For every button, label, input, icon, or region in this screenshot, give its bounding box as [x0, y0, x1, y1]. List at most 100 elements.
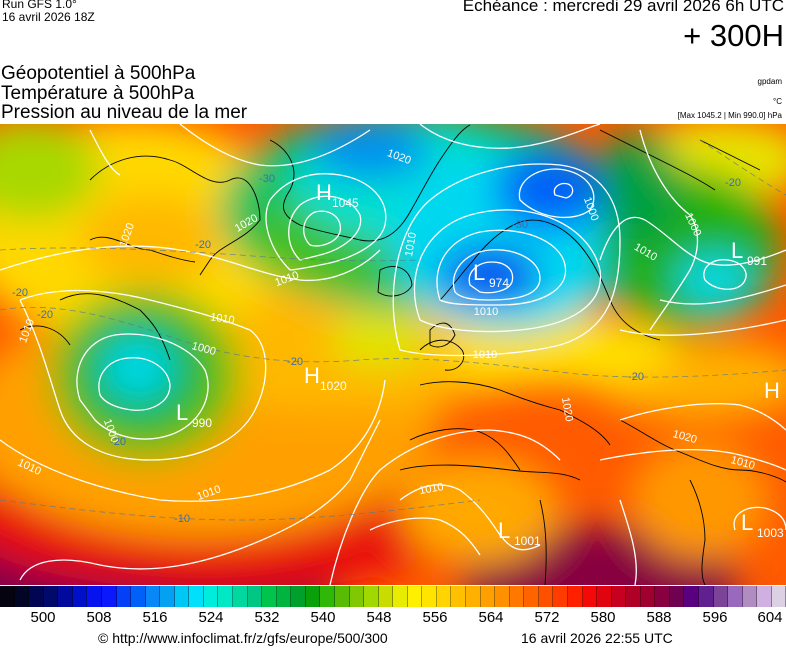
svg-text:1003: 1003	[757, 526, 784, 540]
colorbar-tick: 572	[534, 609, 560, 626]
isobar-label: 1010	[418, 481, 444, 497]
colorbar-swatch	[145, 586, 161, 607]
colorbar-swatch	[0, 586, 15, 607]
colorbar-swatch	[422, 586, 437, 607]
svg-text:L: L	[473, 260, 485, 285]
run-title: Run GFS 1.0°	[2, 0, 77, 11]
svg-text:H: H	[304, 363, 320, 388]
svg-text:1020: 1020	[320, 379, 347, 393]
copyright-link[interactable]: © http://www.infoclimat.fr/z/gfs/europe/…	[98, 630, 388, 646]
colorbar-swatch	[276, 586, 292, 607]
map-canvas: 1020101010101000101010101000101010101000…	[0, 124, 786, 585]
generated-timestamp: 16 avril 2026 22:55 UTC	[521, 630, 673, 646]
colorbar-tick: 556	[422, 609, 448, 626]
colorbar-tick: 580	[590, 609, 616, 626]
colorbar-swatch	[87, 586, 102, 607]
high-pressure-center: H	[764, 378, 780, 403]
low-pressure-center: L 1003	[741, 510, 784, 540]
colorbar-swatch	[436, 586, 452, 607]
colorbar-swatch	[684, 586, 699, 607]
isobar-label: 1010	[209, 311, 235, 326]
svg-text:H: H	[764, 378, 780, 403]
high-pressure-center: H 1045	[316, 180, 359, 210]
colorbar-swatch	[582, 586, 598, 607]
colorbar-swatch	[626, 586, 641, 607]
temperature-label: -20	[195, 239, 211, 251]
colorbar-swatch	[160, 586, 175, 607]
colorbar-swatch	[597, 586, 612, 607]
colorbar-swatch	[567, 586, 583, 607]
colorbar-swatch	[451, 586, 466, 607]
temperature-label: -30	[512, 219, 528, 231]
high-pressure-center: H 1020	[304, 363, 347, 393]
colorbar-swatch	[538, 586, 554, 607]
colorbar-swatch	[58, 586, 73, 607]
colorbar-swatch	[203, 586, 219, 607]
isotherms	[0, 139, 786, 521]
colorbar-swatch	[553, 586, 568, 607]
low-pressure-center: L 990	[176, 400, 212, 430]
param-geopotential: Géopotentiel à 500hPa	[1, 63, 196, 84]
param-pressure: Pression au niveau de la mer	[1, 102, 248, 123]
colorbar-swatch	[14, 586, 30, 607]
low-pressure-center: L 1001	[498, 518, 541, 548]
colorbar-swatch	[466, 586, 481, 607]
colorbar-swatch	[378, 586, 394, 607]
colorbar	[0, 586, 786, 607]
colorbar-swatch	[611, 586, 627, 607]
colorbar-swatch	[640, 586, 656, 607]
colorbar-swatch	[218, 586, 233, 607]
colorbar-swatch	[262, 586, 277, 607]
temperature-label: -10	[174, 513, 190, 525]
pressure-range: [Max 1045.2 | Min 990.0] hPa	[677, 111, 782, 120]
colorbar-tick: 548	[366, 609, 392, 626]
temperature-label: -20	[287, 356, 303, 368]
colorbar-swatch	[495, 586, 510, 607]
weather-map: 1020 1010 1010 1000 1010 1010 1000 1010 1010 1000…	[0, 124, 786, 585]
colorbar-swatch	[771, 586, 786, 607]
svg-text:974: 974	[489, 276, 509, 290]
isobar-label: 1010	[403, 231, 419, 257]
colorbar-swatch	[480, 586, 496, 607]
temperature-label: -20	[12, 287, 28, 299]
param-temperature: Température à 500hPa	[1, 83, 195, 104]
colorbar-swatch	[233, 586, 248, 607]
colorbar-swatch	[524, 586, 539, 607]
svg-text:991: 991	[747, 254, 767, 268]
colorbar-swatch	[742, 586, 758, 607]
low-pressure-center: L 991	[731, 238, 767, 268]
temperature-label: -20	[725, 177, 741, 189]
isobars	[0, 124, 786, 585]
isobar-label: 1010	[474, 306, 498, 318]
colorbar-tick: 564	[478, 609, 504, 626]
low-pressure-center: L 974	[473, 260, 509, 290]
colorbar-swatch	[509, 586, 525, 607]
colorbar-swatch	[364, 586, 379, 607]
colorbar-tick: 540	[310, 609, 336, 626]
colorbar-swatch	[174, 586, 190, 607]
colorbar-swatch	[320, 586, 335, 607]
colorbar-swatch	[305, 586, 321, 607]
svg-text:990: 990	[192, 416, 212, 430]
lead-time: + 300H	[683, 18, 784, 53]
svg-text:1045: 1045	[332, 196, 359, 210]
colorbar-swatch	[189, 586, 204, 607]
colorbar-tick: 516	[142, 609, 168, 626]
svg-text:L: L	[498, 518, 510, 543]
colorbar-swatch	[349, 586, 365, 607]
isobar-label: 1020	[559, 396, 575, 422]
svg-text:L: L	[731, 238, 743, 263]
colorbar-tick: 508	[86, 609, 112, 626]
colorbar-tick: 596	[702, 609, 728, 626]
colorbar-tick: 532	[254, 609, 280, 626]
isobar-label: 1010	[473, 349, 497, 361]
colorbar-swatch	[116, 586, 132, 607]
colorbar-swatch	[393, 586, 408, 607]
colorbar-swatch	[655, 586, 670, 607]
colorbar-swatch	[131, 586, 146, 607]
colorbar-swatch	[728, 586, 743, 607]
colorbar-swatch	[757, 586, 772, 607]
temperature-labels: -20 -20 -20 -20 -20 -20 -20 -30 -30 -10	[12, 173, 741, 525]
colorbar-tick-labels: 500 508 516 524 532 540 548 556 564 572 …	[0, 609, 786, 627]
